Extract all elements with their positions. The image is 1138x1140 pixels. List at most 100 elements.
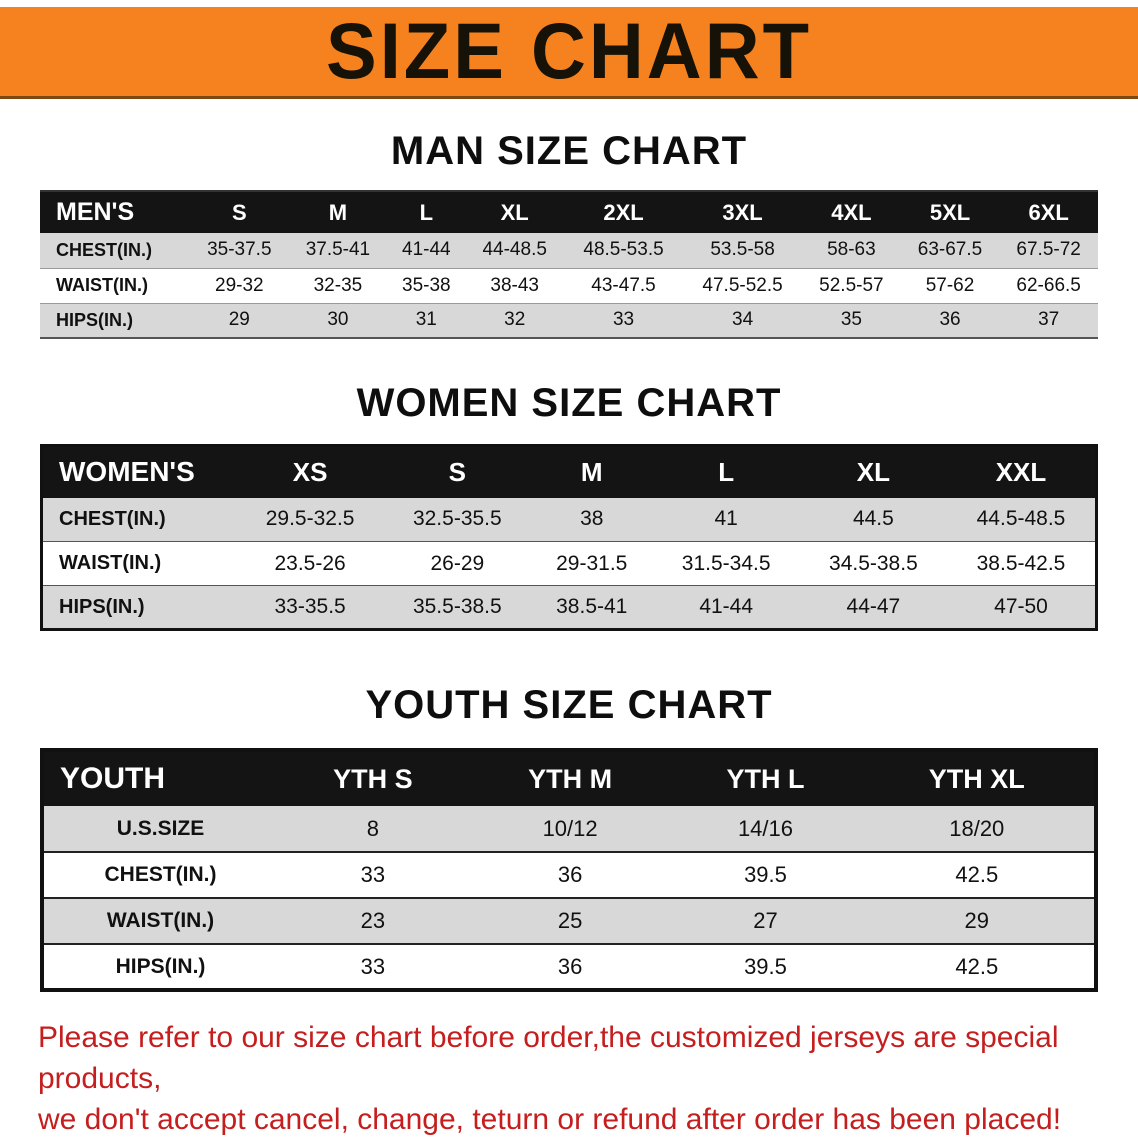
man-size-chart-heading: MAN SIZE CHART [390, 129, 748, 173]
size-value-cell: 32.5-35.5 [412, 507, 502, 531]
size-value-cell: 38-43 [490, 274, 539, 296]
size-column-header: YTH L [671, 750, 860, 806]
size-value-cell: 39.5 [744, 953, 787, 979]
youth-size-table: YOUTH YTH S YTH M YTH L YTH XL U.S.SIZE 8 10/12… [40, 748, 1098, 992]
size-value-cell: 32 [504, 309, 526, 331]
disclaimer-line: we don't accept cancel, change, teturn o… [38, 1102, 1062, 1136]
size-chart-banner: SIZE CHART [0, 7, 1138, 99]
table-row: CHEST(IN.) 29.5-32.5 32.5-35.5 38 41 44.5 44.5… [41, 497, 1097, 542]
size-value-cell: 41-44 [699, 595, 754, 618]
row-label-cell: HIPS(IN.) [59, 595, 145, 618]
size-value-cell: 25 [557, 908, 583, 933]
size-column-header: L [387, 191, 466, 233]
row-label-cell: HIPS(IN.) [115, 954, 206, 978]
table-row: HIPS(IN.) 33-35.5 35.5-38.5 38.5-41 41-44 44-… [41, 585, 1097, 630]
size-value-cell: 32-35 [313, 274, 363, 296]
womens-size-table: WOMEN'S XS S M L XL XXL CHEST(IN.) 29.5-32.5 32.5… [40, 444, 1098, 631]
size-value-cell: 29 [964, 908, 990, 933]
table-row: WAIST(IN.) 23.5-26 26-29 29-31.5 31.5-34.5 34… [41, 541, 1097, 586]
size-value-cell: 37.5-41 [305, 239, 371, 261]
row-label-cell: WAIST(IN.) [59, 552, 162, 574]
table-header-row: MEN'S S M L XL 2XL 3XL 4XL 5XL 6XL [40, 191, 1098, 233]
table-header-row: WOMEN'S XS S M L XL XXL [41, 445, 1097, 498]
women-size-chart-heading: WOMEN SIZE CHART [356, 381, 782, 425]
size-value-cell: 33 [360, 862, 386, 887]
size-value-cell: 29-32 [215, 274, 264, 296]
size-column-header: 4XL [802, 191, 901, 233]
size-column-header: 6XL [999, 191, 1098, 233]
table-title-cell: MEN'S [40, 191, 190, 233]
size-value-cell: 23.5-26 [274, 551, 346, 575]
size-value-cell: 52.5-57 [819, 274, 884, 296]
size-column-header: YTH M [468, 750, 672, 806]
size-value-cell: 30 [327, 309, 349, 331]
size-value-cell: 33-35.5 [274, 595, 346, 618]
size-value-cell: 39.5 [744, 862, 787, 887]
size-value-cell: 42.5 [955, 953, 999, 979]
size-value-cell: 29 [228, 309, 250, 331]
row-label-cell: HIPS(IN.) [56, 309, 134, 330]
row-label-cell: WAIST(IN.) [56, 275, 148, 295]
table-row: WAIST(IN.) 23 25 27 29 [42, 898, 1096, 944]
size-value-cell: 47-50 [994, 595, 1048, 618]
size-value-cell: 63-67.5 [917, 239, 983, 261]
table-title-cell: WOMEN'S [41, 445, 237, 498]
size-value-cell: 62-66.5 [1016, 274, 1081, 296]
row-label-cell: CHEST(IN.) [56, 239, 152, 260]
size-value-cell: 53.5-58 [710, 239, 775, 261]
size-value-cell: 41-44 [402, 239, 451, 261]
row-label-cell: WAIST(IN.) [106, 909, 215, 932]
size-column-header: YTH XL [859, 750, 1096, 806]
size-value-cell: 47.5-52.5 [702, 274, 783, 296]
size-column-header: 3XL [683, 191, 803, 233]
size-value-cell: 33 [360, 953, 386, 979]
size-column-header: L [652, 445, 800, 498]
row-label-cell: U.S.SIZE [116, 816, 205, 840]
mens-size-table: MEN'S S M L XL 2XL 3XL 4XL 5XL 6XL CHEST(IN.) 35-37… [40, 190, 1098, 339]
size-value-cell: 57-62 [925, 274, 975, 296]
size-value-cell: 44-47 [846, 595, 901, 618]
size-value-cell: 26-29 [430, 551, 485, 575]
size-value-cell: 31 [415, 309, 437, 331]
table-title-cell: YOUTH [42, 750, 277, 806]
size-value-cell: 41 [714, 507, 738, 531]
size-column-header: 5XL [900, 191, 1000, 233]
table-row: HIPS(IN.) 33 36 39.5 42.5 [42, 944, 1096, 990]
table-row: WAIST(IN.) 29-32 32-35 35-38 38-43 43-47.5 47.… [40, 268, 1098, 303]
row-label-cell: CHEST(IN.) [59, 507, 166, 530]
size-column-header: YTH S [277, 750, 469, 806]
table-row: HIPS(IN.) 29 30 31 32 33 34 35 36 37 [40, 303, 1098, 338]
size-value-cell: 33 [612, 309, 635, 331]
table-row: U.S.SIZE 8 10/12 14/16 18/20 [42, 806, 1096, 852]
size-value-cell: 36 [557, 862, 583, 887]
size-value-cell: 34.5-38.5 [829, 551, 918, 575]
size-value-cell: 38.5-41 [556, 595, 628, 618]
size-value-cell: 27 [753, 908, 778, 933]
size-value-cell: 29-31.5 [556, 551, 628, 575]
size-column-header: XS [236, 445, 384, 498]
size-column-header: 2XL [564, 191, 684, 233]
size-column-header: XL [799, 445, 947, 498]
size-value-cell: 18/20 [949, 815, 1005, 841]
size-value-cell: 35-38 [402, 274, 451, 296]
size-value-cell: 44-48.5 [482, 239, 547, 261]
size-column-header: S [190, 191, 289, 233]
size-table: YOUTH YTH S YTH M YTH L YTH XL U.S.SIZE 8 10/12… [40, 748, 1098, 992]
disclaimer: Please refer to our size chart before or… [38, 1018, 1100, 1140]
size-value-cell: 14/16 [737, 815, 793, 841]
size-value-cell: 48.5-53.5 [583, 239, 664, 261]
table-header-row: YOUTH YTH S YTH M YTH L YTH XL [42, 750, 1096, 806]
table-row: CHEST(IN.) 33 36 39.5 42.5 [42, 852, 1096, 898]
youth-size-chart-heading: YOUTH SIZE CHART [365, 683, 773, 727]
size-value-cell: 35.5-38.5 [412, 595, 502, 618]
size-value-cell: 37 [1038, 309, 1060, 331]
size-value-cell: 35 [840, 309, 862, 331]
size-column-header: M [288, 191, 388, 233]
size-value-cell: 10/12 [542, 815, 598, 841]
size-value-cell: 36 [939, 309, 961, 331]
size-table: WOMEN'S XS S M L XL XXL CHEST(IN.) 29.5-32.5 32.5… [40, 444, 1098, 631]
disclaimer-line: Please refer to our size chart before or… [38, 1021, 1059, 1095]
size-value-cell: 67.5-72 [1016, 239, 1081, 261]
size-value-cell: 44.5 [852, 507, 894, 531]
size-value-cell: 36 [557, 953, 583, 979]
